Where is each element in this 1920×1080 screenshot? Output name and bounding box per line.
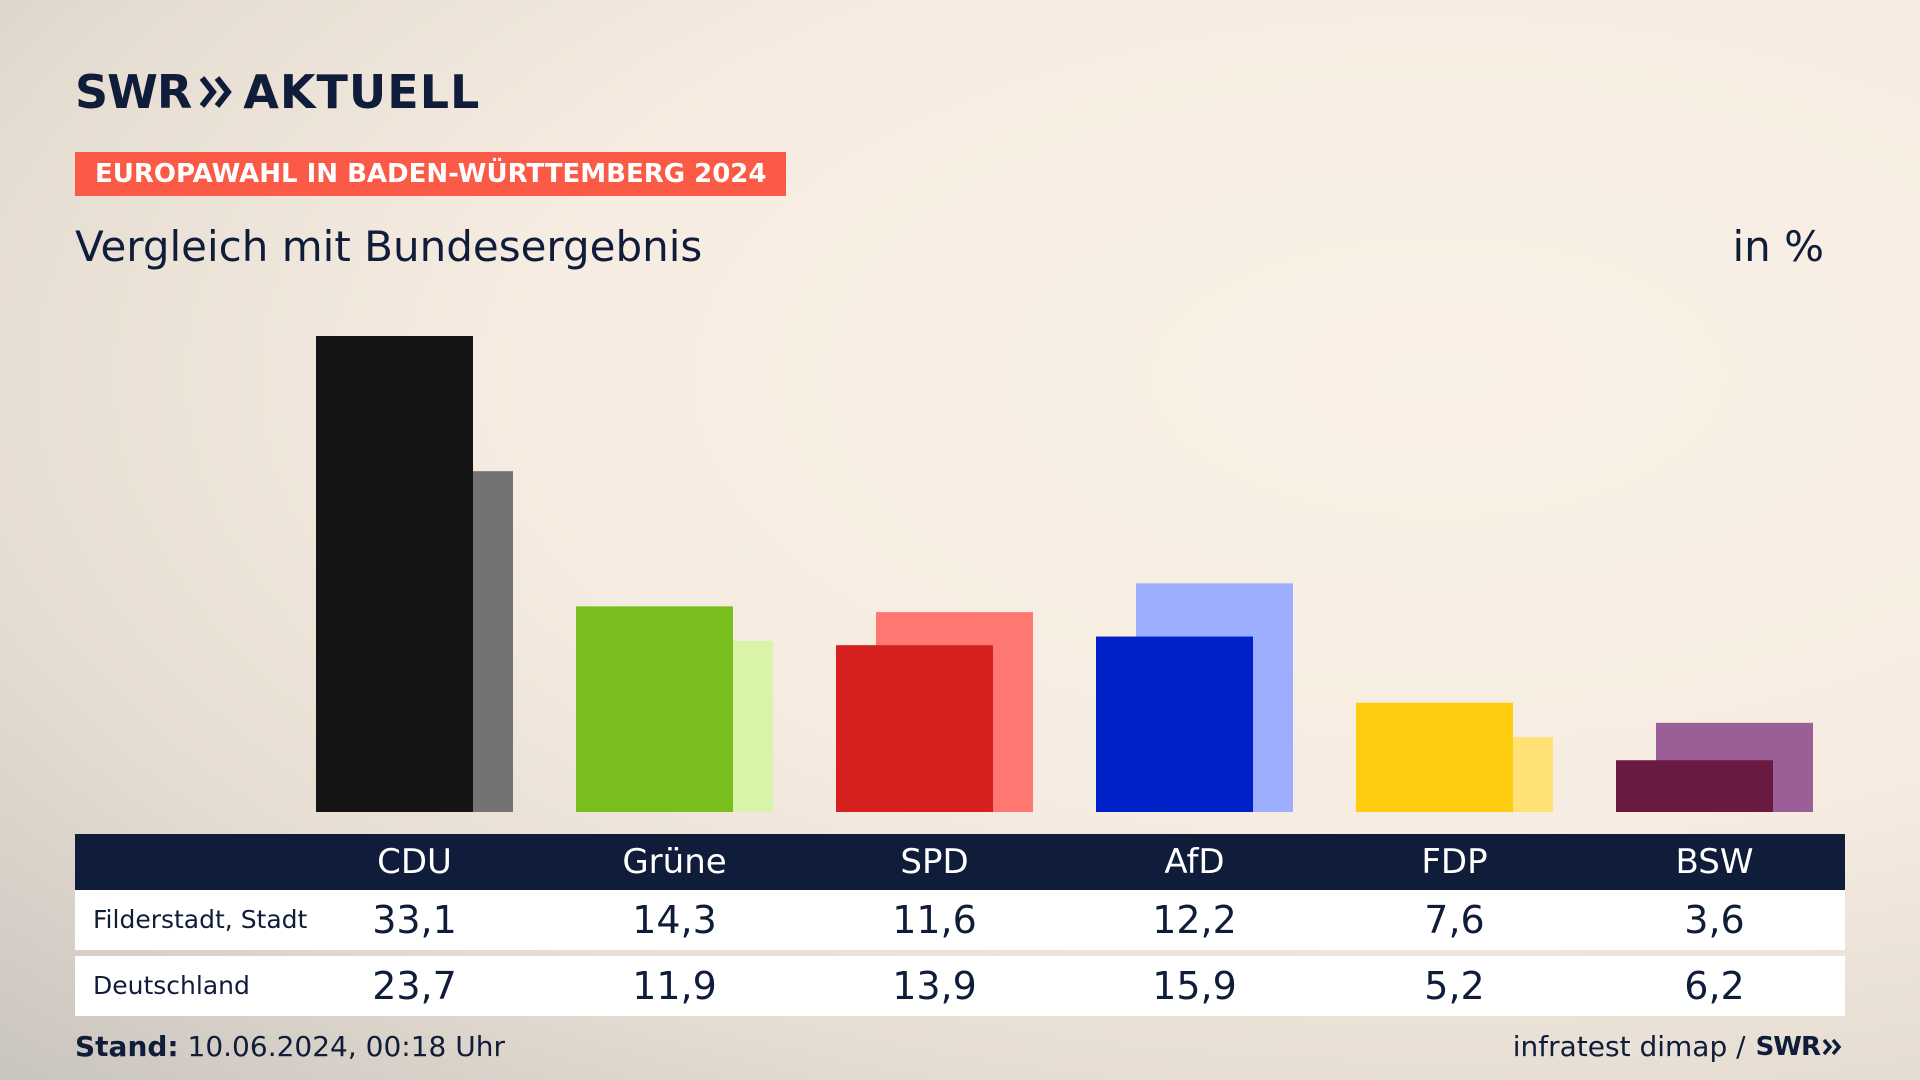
- table-cell: 12,2: [1152, 898, 1237, 942]
- table-cell: 23,7: [372, 964, 457, 1008]
- bar-filderstadt-grüne: [576, 606, 733, 812]
- table-cell: 5,2: [1424, 964, 1485, 1008]
- bar-chart: [316, 336, 1813, 812]
- table-cell: 7,6: [1424, 898, 1485, 942]
- swr-aktuell-logo: SWR AKTUELL: [75, 66, 480, 118]
- logo-aktuell-text: AKTUELL: [243, 65, 481, 119]
- table-cell: 15,9: [1152, 964, 1237, 1008]
- unit-label: in %: [1732, 222, 1824, 271]
- table-header: CDU Grüne SPD AfD FDP BSW: [75, 834, 1845, 890]
- column-header: CDU: [377, 842, 452, 882]
- row-label: Deutschland: [93, 971, 250, 1000]
- column-header: Grüne: [622, 842, 727, 882]
- results-table: CDU Grüne SPD AfD FDP BSW Filderstadt, Stadt …: [75, 834, 1845, 1016]
- bar-filderstadt-bsw: [1616, 760, 1773, 812]
- bar-filderstadt-afd: [1096, 636, 1253, 812]
- source-credit: infratest dimap / SWR: [1513, 1030, 1844, 1063]
- logo-swr-text: SWR: [75, 65, 192, 119]
- table-cell: 3,6: [1684, 898, 1745, 942]
- table-cell: 13,9: [892, 964, 977, 1008]
- table-cell: 14,3: [632, 898, 717, 942]
- timestamp: Stand: 10.06.2024, 00:18 Uhr: [75, 1030, 505, 1063]
- bar-filderstadt-fdp: [1356, 702, 1513, 812]
- swr-small-logo: SWR: [1755, 1031, 1821, 1062]
- column-header: FDP: [1421, 842, 1488, 882]
- table-cell: 6,2: [1684, 964, 1745, 1008]
- column-header: BSW: [1675, 842, 1754, 882]
- table-row: Deutschland 23,7 11,9 13,9 15,9 5,2 6,2: [75, 956, 1845, 1016]
- bar-filderstadt-spd: [836, 645, 993, 812]
- row-label: Filderstadt, Stadt: [93, 905, 308, 934]
- column-header: AfD: [1164, 842, 1225, 882]
- column-header: SPD: [900, 842, 969, 882]
- stand-label: Stand:: [75, 1030, 179, 1063]
- stand-value: 10.06.2024, 00:18 Uhr: [187, 1030, 505, 1063]
- table-row: Filderstadt, Stadt 33,1 14,3 11,6 12,2 7,6 3,…: [75, 890, 1845, 950]
- table-cell: 11,6: [892, 898, 977, 942]
- source-text: infratest dimap /: [1512, 1030, 1746, 1063]
- double-chevron-icon: [199, 76, 233, 108]
- double-chevron-small-icon: [1822, 1038, 1842, 1055]
- chart-subtitle: Vergleich mit Bundesergebnis: [75, 222, 703, 271]
- table-cell: 33,1: [372, 898, 457, 942]
- bar-filderstadt-cdu: [316, 336, 473, 812]
- table-cell: 11,9: [632, 964, 717, 1008]
- election-badge: EUROPAWAHL IN BADEN-WÜRTTEMBERG 2024: [75, 152, 787, 196]
